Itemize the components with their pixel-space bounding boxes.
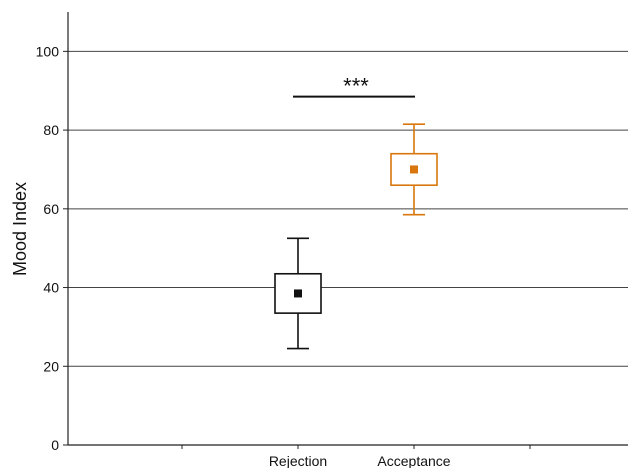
y-tick-label-80: 80	[43, 122, 59, 138]
mean-marker	[410, 165, 418, 174]
y-axis-title: Mood Index	[10, 182, 30, 276]
gridlines	[68, 50, 628, 367]
y-tick-label-0: 0	[51, 437, 59, 453]
mean-marker	[294, 289, 302, 298]
boxes	[274, 123, 438, 350]
tick-labels: 0 20 40 60 80 100 Rejection Acceptance	[36, 43, 451, 468]
x-tick-label-acceptance: Acceptance	[377, 453, 450, 468]
significance-label: ***	[343, 74, 369, 99]
significance-annotation: ***	[293, 74, 415, 99]
x-tick-label-rejection: Rejection	[269, 453, 327, 468]
box-rejection	[274, 237, 322, 350]
y-tick-label-40: 40	[43, 280, 59, 296]
y-tick-label-60: 60	[43, 201, 59, 217]
y-tick-label-20: 20	[43, 358, 59, 374]
box-acceptance	[390, 123, 438, 216]
box-iqr	[274, 272, 322, 314]
axes	[63, 12, 628, 449]
y-tick-label-100: 100	[36, 43, 60, 59]
